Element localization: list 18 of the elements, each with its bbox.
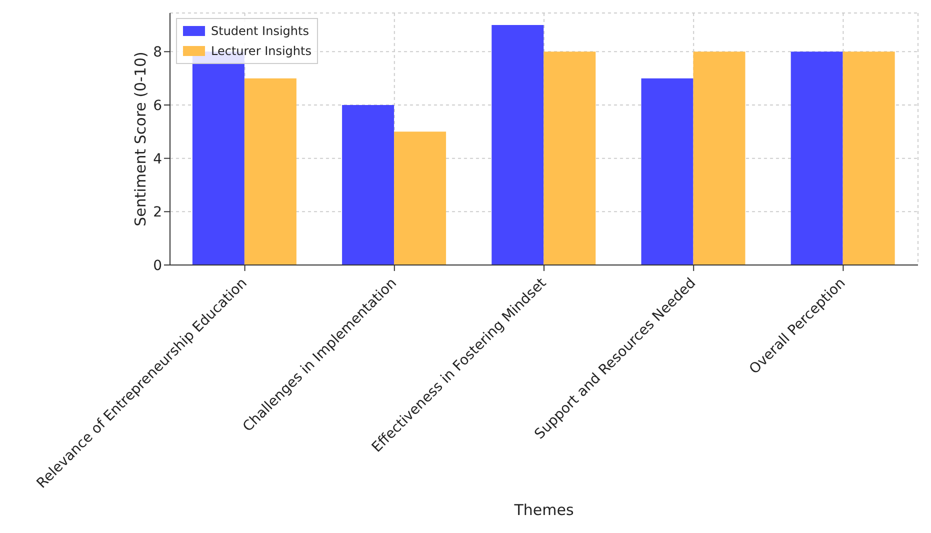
y-tick-label: 6: [153, 98, 162, 114]
bar: [394, 132, 446, 265]
legend-label: Lecturer Insights: [211, 43, 312, 60]
y-tick-label: 8: [153, 44, 162, 61]
bar: [342, 105, 394, 265]
y-tick-label: 0: [153, 258, 162, 274]
bar: [641, 78, 694, 265]
y-axis-title: Sentiment Score (0-10): [131, 52, 150, 226]
legend-label: Student Insights: [211, 23, 309, 40]
bar: [790, 52, 843, 265]
y-tick-label: 4: [153, 151, 162, 168]
bar: [244, 78, 296, 265]
bar: [544, 52, 596, 265]
bar: [492, 25, 544, 265]
bar: [693, 52, 746, 265]
bar: [842, 52, 895, 265]
y-tick-label: 2: [153, 204, 162, 221]
x-axis-title: Themes: [513, 501, 574, 519]
